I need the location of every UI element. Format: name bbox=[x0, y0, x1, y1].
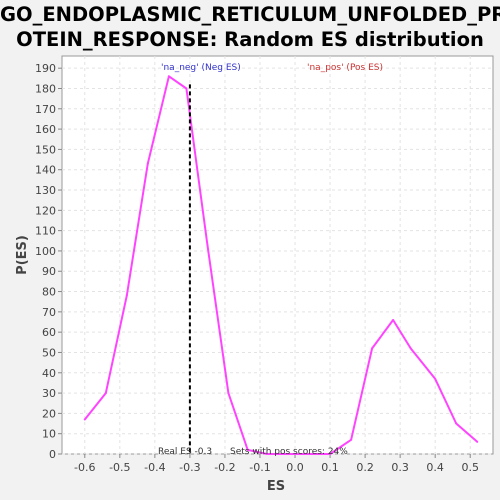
data-point bbox=[434, 377, 437, 380]
chart-title-line2: OTEIN_RESPONSE: Random ES distribution bbox=[16, 28, 484, 51]
y-tick-label: 10 bbox=[42, 428, 56, 441]
data-point bbox=[371, 347, 374, 350]
y-tick-label: 50 bbox=[42, 346, 56, 359]
x-tick-label: 0.2 bbox=[356, 461, 374, 474]
y-tick-label: 140 bbox=[35, 164, 56, 177]
y-tick-label: 170 bbox=[35, 103, 56, 116]
y-tick-label: 70 bbox=[42, 306, 56, 319]
y-axis-label: P(ES) bbox=[15, 235, 30, 275]
pos-scores-annotation: Sets with pos scores: 24% bbox=[230, 447, 348, 457]
y-tick-label: 190 bbox=[35, 62, 56, 75]
legend-neg: 'na_neg' (Neg ES) bbox=[161, 63, 241, 73]
series-layer bbox=[83, 75, 479, 455]
data-point bbox=[329, 453, 332, 455]
data-point bbox=[294, 453, 297, 455]
y-tick-label: 150 bbox=[35, 143, 56, 156]
data-point bbox=[246, 448, 249, 451]
y-tick-label: 110 bbox=[35, 225, 56, 238]
x-tick-label: -0.4 bbox=[144, 461, 165, 474]
data-point bbox=[185, 87, 188, 90]
y-tick-label: 120 bbox=[35, 204, 56, 217]
data-point bbox=[265, 453, 268, 455]
plot-area bbox=[61, 55, 494, 455]
real-es-annotation: Real ES -0.3 bbox=[158, 447, 212, 457]
data-point bbox=[125, 294, 128, 297]
x-tick-label: -0.1 bbox=[249, 461, 270, 474]
y-tick-label: 90 bbox=[42, 265, 56, 278]
x-axis-ticks: -0.6 -0.5 -0.4 -0.3 -0.2 -0.1 0.0 0.1 0.2 0.3 0.4 0… bbox=[74, 454, 479, 474]
y-tick-label: 130 bbox=[35, 184, 56, 197]
y-tick-label: 30 bbox=[42, 387, 56, 400]
x-tick-label: 0.3 bbox=[391, 461, 409, 474]
chart-title-line1: GO_ENDOPLASMIC_RETICULUM_UNFOLDED_PR bbox=[0, 3, 500, 26]
data-point bbox=[227, 392, 230, 395]
y-tick-label: 0 bbox=[49, 448, 56, 461]
x-tick-label: 0.1 bbox=[321, 461, 339, 474]
chart-title: GO_ENDOPLASMIC_RETICULUM_UNFOLDED_PR OTE… bbox=[0, 2, 500, 52]
x-tick-label: -0.5 bbox=[109, 461, 130, 474]
y-tick-label: 60 bbox=[42, 326, 56, 339]
x-tick-label: 0.5 bbox=[461, 461, 479, 474]
legend-pos: 'na_pos' (Pos ES) bbox=[307, 63, 383, 73]
data-point bbox=[83, 418, 86, 421]
x-tick-label: 0.0 bbox=[286, 461, 304, 474]
data-point bbox=[392, 318, 395, 321]
y-tick-label: 40 bbox=[42, 367, 56, 380]
data-point bbox=[146, 162, 149, 165]
y-tick-label: 160 bbox=[35, 123, 56, 136]
data-point bbox=[455, 422, 458, 425]
x-tick-label: -0.3 bbox=[179, 461, 200, 474]
x-axis-label: ES bbox=[267, 479, 285, 494]
data-point bbox=[409, 347, 412, 350]
grid-lines bbox=[62, 56, 493, 455]
x-tick-label: -0.6 bbox=[74, 461, 95, 474]
y-tick-label: 100 bbox=[35, 245, 56, 258]
y-tick-label: 20 bbox=[42, 407, 56, 420]
y-axis-ticks: 0 10 20 30 40 50 60 70 80 90 100 110 120 130 140 150 160… bbox=[35, 62, 62, 461]
y-tick-label: 80 bbox=[42, 286, 56, 299]
data-point bbox=[167, 75, 170, 78]
data-point bbox=[350, 438, 353, 441]
x-tick-label: 0.4 bbox=[426, 461, 444, 474]
data-point bbox=[104, 392, 107, 395]
x-tick-label: -0.2 bbox=[214, 461, 235, 474]
data-point bbox=[206, 243, 209, 246]
y-tick-label: 180 bbox=[35, 82, 56, 95]
data-point bbox=[476, 440, 479, 443]
